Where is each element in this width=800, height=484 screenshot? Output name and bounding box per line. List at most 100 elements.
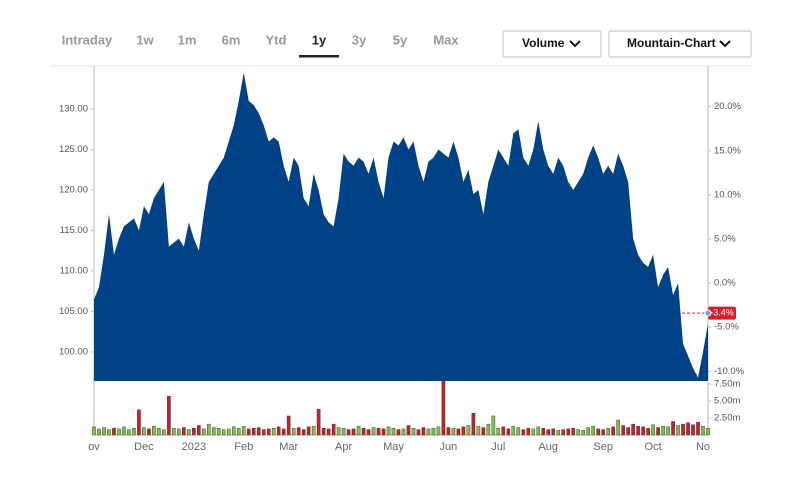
volume-bar [202,428,206,436]
x-tick-label: 2023 [182,441,206,453]
volume-tick-label: 5.00m [714,396,740,407]
volume-bar [142,427,146,436]
volume-bar [216,427,221,436]
volume-bar [491,415,496,436]
volume-bar [691,424,695,436]
volume-bar [132,427,136,436]
dropdown-label[interactable]: Mountain-Chart [627,36,716,50]
y2-tick-label: 5.0% [714,234,736,245]
volume-bar [177,428,181,436]
range-tab[interactable]: 3y [352,32,367,47]
volume-bar [182,427,186,436]
range-tab[interactable]: 1y [312,32,327,47]
volume-bar [416,429,421,436]
volume-bar [276,426,281,436]
volume-bar [661,425,665,436]
y2-tick-label: 0.0% [714,278,736,289]
volume-bar [421,427,426,436]
volume-bar [486,423,491,436]
volume-bar [686,422,690,436]
range-tab[interactable]: 1m [178,32,197,47]
volume-bar [521,429,526,436]
x-tick-label: Feb [234,441,253,453]
y-tick-label: 130.00 [59,104,88,115]
volume-bar [281,428,286,436]
volume-bar [536,426,541,436]
volume-bar [596,428,600,436]
x-tick-label: ov [88,441,100,453]
chart-type-dropdown[interactable] [608,30,752,58]
volume-bar [336,427,341,436]
volume-bar [396,429,401,436]
volume-bar [541,427,546,436]
x-tick-label: Apr [335,441,352,453]
volume-bar [311,425,316,436]
volume-bar [212,427,216,436]
volume-bar [157,427,161,436]
volume-bar [187,429,191,436]
volume-bar [581,430,586,436]
volume-bar [476,425,481,436]
volume-bar [676,425,680,436]
volume-bar [306,426,311,436]
range-tab[interactable]: 1w [136,32,154,47]
y-tick-label: 115.00 [60,225,88,236]
volume-bar [646,427,650,436]
volume-bar [167,396,171,436]
volume-bar [197,425,201,436]
volume-bar [221,429,226,436]
volume-bar [556,430,561,436]
volume-bar [651,424,655,436]
volume-bar [291,427,296,436]
volume-bar [706,427,710,436]
volume-bar [316,408,321,436]
range-tab[interactable]: 5y [393,32,408,47]
volume-bar [376,427,381,436]
volume-bar [406,425,411,436]
range-tab[interactable]: Intraday [62,32,113,47]
volume-bar [591,425,595,436]
volume-bar [506,428,511,436]
volume-bar [251,427,256,436]
volume-bar [271,427,276,436]
x-tick-label: Dec [134,441,154,453]
range-tab[interactable]: Ytd [266,32,287,47]
volume-bar [636,425,640,436]
y-tick-label: 110.00 [60,265,88,276]
range-tab[interactable]: Max [433,32,459,47]
volume-bar [456,428,461,436]
volume-bar [481,427,486,436]
volume-bar [601,429,605,436]
volume-bar [102,427,106,436]
volume-bar [137,409,141,436]
y2-tick-label: 15.0% [714,145,741,156]
chevron [719,40,731,48]
volume-bar [231,426,236,436]
volume-tick-label: 7.50m [714,379,740,390]
volume-bar [381,428,386,436]
volume-bar [441,381,446,436]
volume-bar [461,426,466,436]
volume-bar [436,426,441,436]
dropdown-label[interactable]: Volume [522,36,565,50]
volume-bar [561,429,566,436]
y-tick-label: 100.00 [59,346,88,357]
volume-bar [671,421,675,436]
volume-dropdown[interactable] [502,30,602,58]
chevron [569,40,581,48]
volume-bar [117,428,121,436]
volume-bar [431,427,436,436]
volume-bar [681,423,685,436]
y2-tick-label: 20.0% [714,101,741,112]
volume-bar [616,419,620,436]
volume-bar [626,427,630,436]
volume-bar [401,428,406,436]
range-tab[interactable]: 6m [222,32,241,47]
volume-bar [501,426,506,436]
volume-bar [666,426,670,436]
volume-tick-label: 2.50m [714,413,740,424]
volume-bar [411,427,416,436]
volume-bar [446,427,451,436]
volume-bar [606,427,610,436]
volume-bar [192,427,196,436]
